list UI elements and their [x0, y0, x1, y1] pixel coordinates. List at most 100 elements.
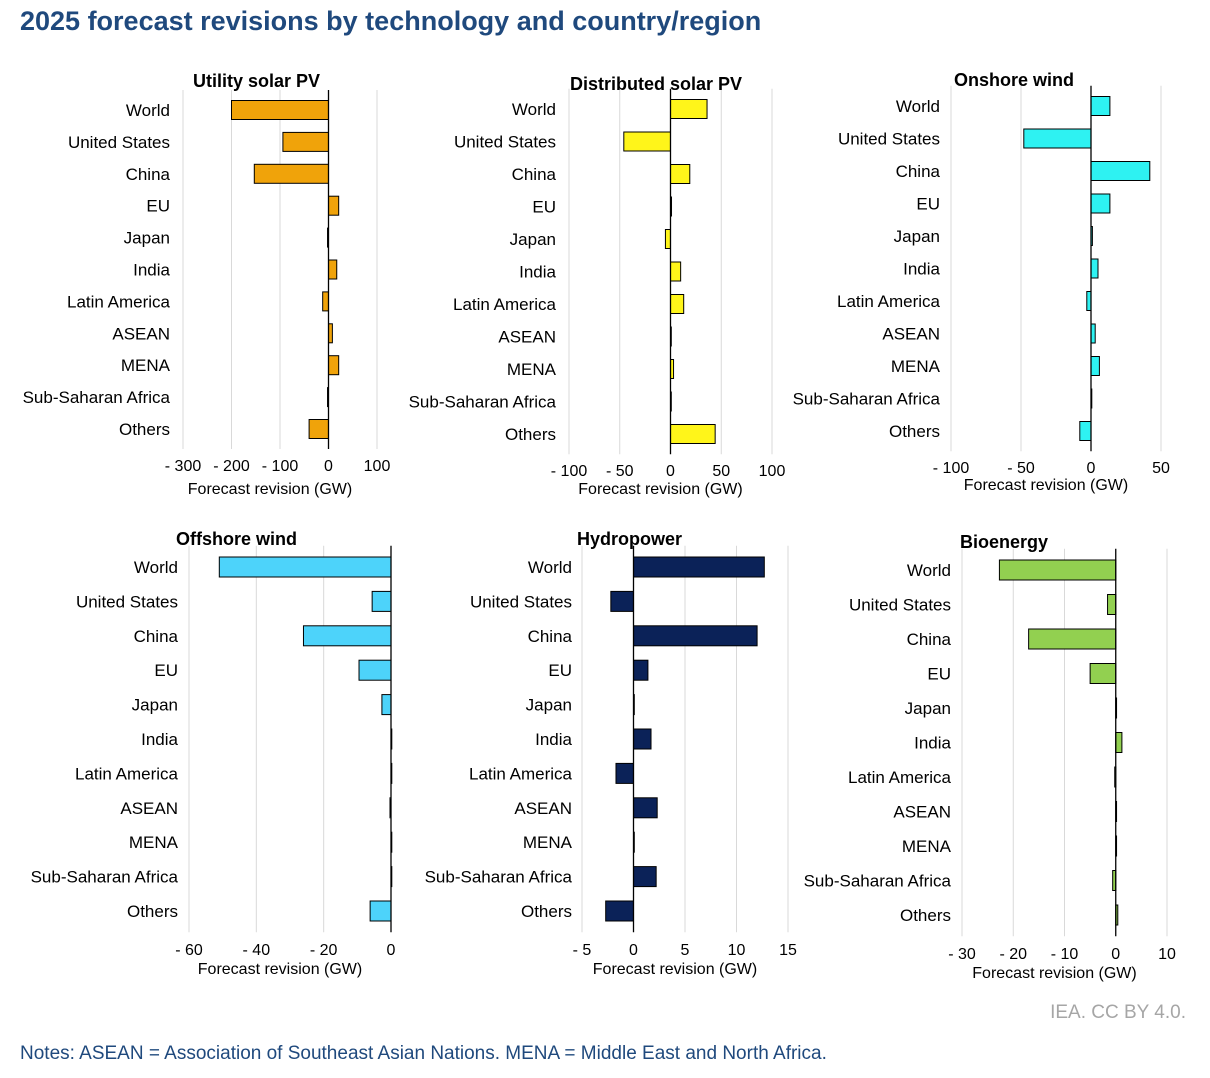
tick-label: - 100 [933, 460, 970, 477]
category-label: United States [76, 592, 178, 611]
tick-label: 15 [779, 942, 797, 959]
bar-eu [358, 659, 392, 681]
category-label: EU [154, 661, 178, 680]
category-label: Latin America [848, 768, 952, 787]
bar-united-states [282, 131, 330, 152]
category-label: Others [900, 906, 951, 925]
tick-label: - 300 [165, 458, 202, 475]
category-label: ASEAN [882, 325, 940, 344]
category-label: Japan [510, 230, 556, 249]
category-label: ASEAN [498, 328, 556, 347]
category-label: World [896, 97, 940, 116]
bar-world [670, 99, 708, 119]
panel-title: Onshore wind [954, 70, 1074, 90]
category-label: Sub-Saharan Africa [804, 872, 952, 891]
category-label: Japan [905, 699, 951, 718]
category-label: India [141, 730, 178, 749]
bar-china [1090, 161, 1151, 181]
panel-bioenergy: - 30 - 20 - 10 0 10 World United States China EU… [804, 532, 1176, 982]
bar-eu [633, 659, 649, 681]
tick-label: - 50 [606, 463, 634, 480]
category-label: Latin America [837, 292, 941, 311]
tick-label: - 200 [213, 458, 250, 475]
category-label: ASEAN [120, 799, 178, 818]
tick-label: 50 [712, 463, 730, 480]
credit-text: IEA. CC BY 4.0. [1050, 1002, 1186, 1023]
chart-title: 2025 forecast revisions by technology an… [20, 6, 762, 36]
bar-others [369, 900, 392, 922]
category-label: Sub-Saharan Africa [23, 388, 171, 407]
bar-mena [1090, 356, 1100, 376]
tick-label: - 10 [1051, 946, 1079, 963]
category-label: World [907, 561, 951, 580]
category-label: ASEAN [514, 799, 572, 818]
category-label: EU [916, 195, 940, 214]
tick-label: 100 [759, 463, 786, 480]
bar-japan [381, 694, 392, 716]
category-label: India [903, 260, 940, 279]
bar-world [231, 100, 329, 120]
category-label: Japan [894, 227, 940, 246]
category-label: EU [146, 197, 170, 216]
tick-label: 0 [387, 942, 396, 959]
x-axis-label: Forecast revision (GW) [964, 477, 1128, 494]
panel-offshore-wind: - 60 - 40 - 20 0 World United States China EU Ja… [31, 529, 396, 978]
category-label: ASEAN [893, 803, 951, 822]
bar-latin-america [615, 762, 634, 784]
category-label: India [535, 730, 572, 749]
category-label: EU [927, 665, 951, 684]
tick-label: - 20 [999, 946, 1027, 963]
bar-world [633, 556, 765, 578]
bar-india [633, 728, 652, 750]
bar-latin-america [670, 294, 685, 314]
tick-label: - 50 [1007, 460, 1035, 477]
bar-china [253, 163, 329, 184]
tick-label: 100 [364, 458, 391, 475]
category-label: Others [521, 902, 572, 921]
category-label: ASEAN [112, 324, 170, 343]
category-label: World [528, 558, 572, 577]
panel-title: Offshore wind [176, 529, 297, 549]
tick-label: 10 [1158, 946, 1176, 963]
tick-label: 0 [629, 942, 638, 959]
category-label: World [126, 101, 170, 120]
category-label: EU [532, 198, 556, 217]
bar-india [670, 261, 682, 282]
category-label: MENA [891, 357, 941, 376]
category-label: MENA [507, 360, 557, 379]
category-label: Latin America [469, 764, 573, 783]
panel-hydropower: - 5 0 5 10 15 World United States China EU Japan I… [425, 529, 797, 978]
category-label: World [134, 558, 178, 577]
category-label: Japan [124, 229, 170, 248]
bar-mena [328, 355, 340, 376]
bar-united-states [371, 590, 392, 612]
category-label: Latin America [75, 764, 179, 783]
x-axis-label: Forecast revision (GW) [578, 481, 742, 498]
bar-india [1090, 258, 1099, 279]
tick-label: 10 [728, 942, 746, 959]
notes-text: Notes: ASEAN = Association of Southeast … [20, 1043, 827, 1064]
category-label: India [519, 263, 556, 282]
category-label: India [133, 261, 170, 280]
category-label: MENA [121, 356, 171, 375]
panel-title: Utility solar PV [193, 71, 320, 91]
tick-label: - 5 [573, 942, 592, 959]
bar-japan [664, 229, 671, 249]
tick-label: 0 [666, 463, 675, 480]
bar-united-states [1023, 128, 1092, 149]
x-axis-label: Forecast revision (GW) [593, 961, 757, 978]
category-label: Latin America [453, 295, 557, 314]
bar-china [302, 625, 392, 647]
category-label: United States [849, 596, 951, 615]
bar-eu [328, 195, 340, 216]
tick-label: - 40 [243, 942, 271, 959]
category-label: United States [454, 133, 556, 152]
category-label: China [134, 627, 179, 646]
x-axis-label: Forecast revision (GW) [198, 961, 362, 978]
category-label: China [528, 627, 573, 646]
panel-title: Distributed solar PV [570, 74, 742, 94]
category-label: EU [548, 661, 572, 680]
category-label: Others [119, 420, 170, 439]
bar-world [998, 559, 1117, 581]
